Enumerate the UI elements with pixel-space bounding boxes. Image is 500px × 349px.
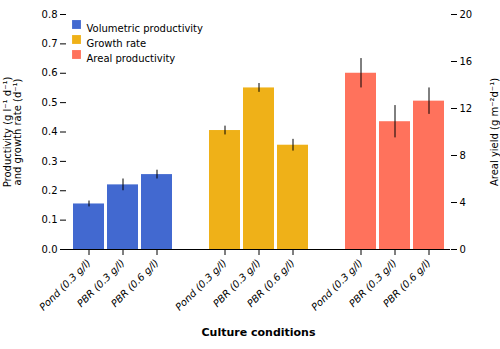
svg-text:0: 0 xyxy=(460,244,466,255)
svg-text:0.2: 0.2 xyxy=(42,185,58,196)
svg-text:16: 16 xyxy=(460,56,473,67)
svg-text:PBR (0.6 g/l): PBR (0.6 g/l) xyxy=(381,257,433,309)
svg-text:Areal yield (g m⁻²d⁻¹): Areal yield (g m⁻²d⁻¹) xyxy=(489,78,500,186)
svg-text:PBR (0.6 g/l): PBR (0.6 g/l) xyxy=(245,257,297,309)
svg-text:0.7: 0.7 xyxy=(42,38,58,49)
svg-text:0.3: 0.3 xyxy=(42,156,58,167)
svg-text:Volumetric productivity: Volumetric productivity xyxy=(87,23,204,34)
svg-text:20: 20 xyxy=(460,9,473,20)
svg-text:0.6: 0.6 xyxy=(42,67,58,78)
svg-text:0.8: 0.8 xyxy=(42,9,58,20)
svg-text:0.4: 0.4 xyxy=(42,126,58,137)
svg-text:12: 12 xyxy=(460,103,473,114)
svg-text:PBR (0.3 g/l): PBR (0.3 g/l) xyxy=(346,257,399,310)
svg-text:Areal productivity: Areal productivity xyxy=(87,53,176,64)
svg-text:Pond (0.3 g/l): Pond (0.3 g/l) xyxy=(37,257,93,313)
svg-text:0.0: 0.0 xyxy=(42,244,58,255)
svg-text:8: 8 xyxy=(460,150,466,161)
svg-text:PBR (0.3 g/l): PBR (0.3 g/l) xyxy=(74,257,127,310)
svg-text:0.5: 0.5 xyxy=(42,97,58,108)
svg-text:PBR (0.3 g/l): PBR (0.3 g/l) xyxy=(210,257,263,310)
svg-text:4: 4 xyxy=(460,197,466,208)
svg-text:Pond (0.3 g/l): Pond (0.3 g/l) xyxy=(309,257,365,313)
svg-text:Growth rate: Growth rate xyxy=(87,38,147,49)
svg-text:Productivity (g l⁻¹ d⁻¹)and gr: Productivity (g l⁻¹ d⁻¹)and growth rate … xyxy=(2,77,23,188)
svg-text:PBR (0.6 g/l): PBR (0.6 g/l) xyxy=(109,257,161,309)
svg-text:Culture conditions: Culture conditions xyxy=(202,326,316,339)
svg-text:0.1: 0.1 xyxy=(42,214,58,225)
svg-text:Pond (0.3 g/l): Pond (0.3 g/l) xyxy=(173,257,229,313)
